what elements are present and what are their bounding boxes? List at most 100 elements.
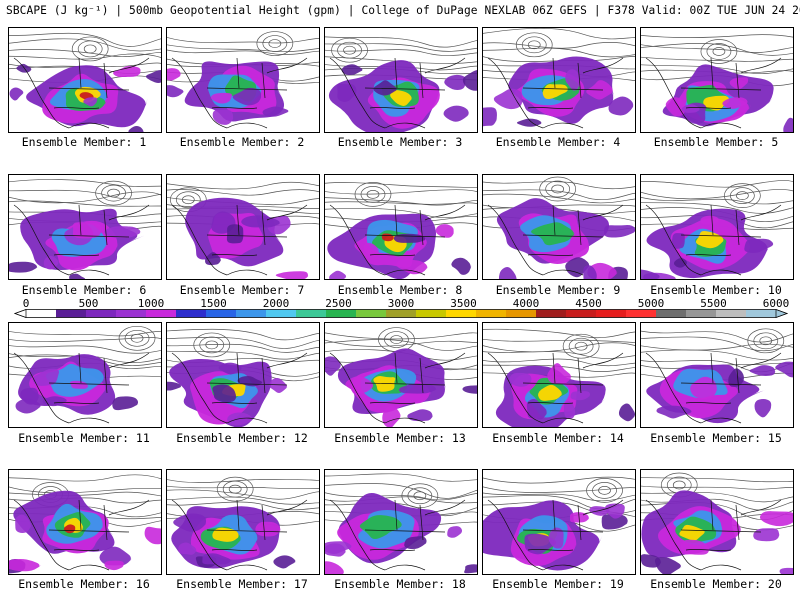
cape-shading [226,224,244,244]
cape-shading [589,506,611,516]
height-contour [331,37,368,63]
height-contour [9,345,161,354]
colorbar-tick-label: 3000 [387,297,415,310]
height-contour [167,208,319,215]
cape-shading [227,412,254,426]
ensemble-member-label: Ensemble Member: 9 [495,283,621,297]
cape-shading [547,363,573,385]
cape-shading [404,536,428,550]
cape-shading [498,267,517,279]
cape-shading [703,95,731,111]
height-contour [167,501,319,511]
cape-map [325,182,477,279]
ensemble-member-label: Ensemble Member: 11 [18,431,150,445]
height-contour [175,191,201,209]
ensemble-member-panel [166,469,320,575]
ensemble-member-label: Ensemble Member: 19 [492,577,624,591]
colorbar-arrow-left [14,309,27,318]
height-contour [268,39,282,48]
cape-shading [269,378,288,393]
cape-shading [218,362,243,375]
height-contour [325,197,477,206]
cape-shading [167,68,182,81]
height-contour [325,339,477,351]
cape-colorbar [14,309,788,318]
ensemble-member-label: Ensemble Member: 15 [650,431,782,445]
colorbar-segment [326,309,357,318]
cape-shading [212,384,237,403]
height-contour [167,489,319,500]
colorbar-segment [266,309,297,318]
height-contour [325,339,477,347]
cape-map [325,327,477,427]
cape-shading [373,80,399,96]
height-contour [384,331,409,348]
cape-map [167,31,319,129]
cape-shading [202,553,232,565]
height-contour [325,496,477,504]
cape-shading [167,85,185,98]
cape-shading [128,125,144,132]
height-contour [641,485,793,490]
ensemble-member-label: Ensemble Member: 8 [337,283,463,297]
cape-shading [112,396,139,411]
cape-shading [104,560,124,571]
cape-shading [69,273,86,279]
ensemble-member-panel [482,27,636,133]
ensemble-member-panel [640,322,794,428]
cape-shading [9,87,25,101]
cape-shading [205,252,222,266]
height-contour [222,480,248,498]
colorbar-segment [146,309,177,318]
ensemble-member-panel [8,469,162,575]
height-contour [736,191,749,201]
cape-shading [45,363,106,397]
height-contour [483,476,635,484]
ensemble-member-panel [482,322,636,428]
colorbar-segment [566,309,597,318]
ensemble-member-label: Ensemble Member: 4 [495,135,621,149]
political-boundaries [329,352,466,424]
cape-shading [325,356,342,376]
height-contour [401,483,439,509]
height-contour [9,353,161,363]
cape-map [483,176,635,279]
cape-shading [255,521,282,537]
height-contour [77,40,103,58]
cape-shading [493,88,523,110]
political-boundaries [329,499,466,571]
ensemble-member-label: Ensemble Member: 5 [653,135,779,149]
height-contour [262,35,288,52]
height-contour [641,180,793,188]
cape-shading [526,398,548,420]
cape-shading [565,69,581,91]
cape-shading [99,546,133,566]
height-contour [712,47,726,56]
height-contour [483,486,635,493]
cape-shading [462,385,477,394]
cape-map [483,328,635,427]
political-boundaries [171,352,308,424]
cape-shading [359,515,404,540]
height-contour [390,335,403,344]
ensemble-member-panel [166,322,320,428]
height-contour [167,189,319,196]
height-contour [483,364,635,372]
colorbar-segment [386,309,417,318]
height-contour [483,358,635,367]
height-contour [483,181,635,190]
height-contour [83,44,97,54]
height-contour [545,180,571,198]
cape-shading [690,376,718,400]
cape-map [483,28,635,129]
height-contour [167,36,319,44]
height-contour [354,182,392,207]
height-contour [574,341,588,351]
colorbar-tick-label: 2500 [325,297,352,310]
cape-shading [345,376,375,394]
height-contour [641,56,793,62]
height-contour [483,42,635,49]
height-contour [101,184,126,202]
cape-map [641,328,793,424]
cape-map [9,474,161,574]
